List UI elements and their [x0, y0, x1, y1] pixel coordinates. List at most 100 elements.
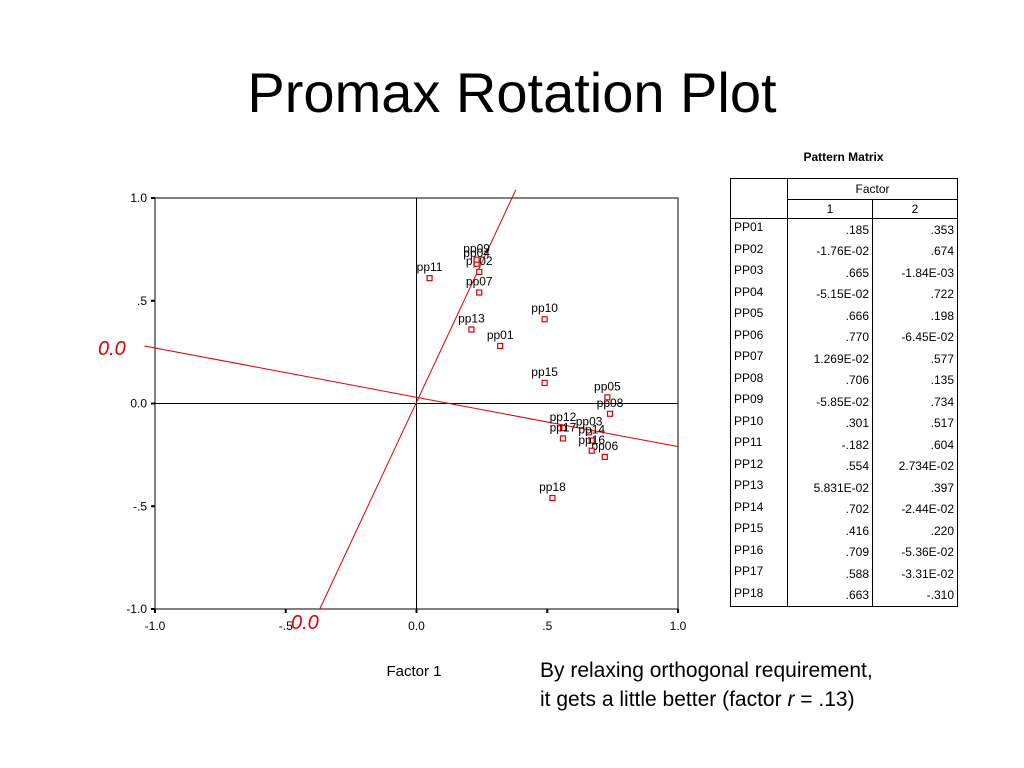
rotated-axis-label: 0.0 [98, 338, 126, 360]
factor-group-header: Factor [786, 178, 959, 200]
data-point-marker [588, 437, 595, 444]
factor2-loading: -3.31E-02 [872, 563, 959, 585]
factor1-loading: .770 [787, 326, 873, 348]
data-point-label: pp12 [550, 410, 577, 424]
slide-title: Promax Rotation Plot [247, 61, 777, 124]
data-point-label: pp01 [487, 328, 514, 342]
rotated-axis-line [319, 189, 517, 610]
table-row: PP04 -5.15E-02.722 [730, 283, 959, 305]
data-point-label: pp09 [463, 242, 490, 256]
row-label: PP01 [730, 218, 788, 241]
factor1-loading: -.182 [787, 434, 873, 456]
factor1-loading: -1.76E-02 [787, 240, 873, 262]
data-point-marker [426, 275, 433, 282]
factor1-loading: .709 [787, 541, 873, 563]
data-point-label: pp04 [463, 246, 490, 260]
factor1-loading: .663 [787, 584, 873, 607]
x-tick-label: 1.0 [670, 619, 687, 633]
y-tick-label: 0.0 [130, 397, 147, 411]
row-label: PP07 [730, 348, 788, 370]
data-point-label: pp06 [591, 439, 618, 453]
factor1-loading: .706 [787, 369, 873, 391]
data-point-label: pp16 [578, 433, 605, 447]
table-row: PP03.665 -1.84E-03 [730, 262, 959, 284]
factor1-loading: .301 [787, 412, 873, 434]
factor1-loading: 5.831E-02 [787, 477, 873, 499]
factor2-loading: -5.36E-02 [872, 541, 959, 563]
x-axis-label: Factor 1 [386, 663, 441, 680]
factor2-loading: .722 [872, 283, 959, 305]
slide-caption: By relaxing orthogonal requirement, it g… [540, 656, 873, 714]
caption-text: it gets a little better (factor [540, 688, 788, 711]
data-point-marker [541, 379, 548, 387]
factor1-loading: .666 [787, 305, 873, 327]
factor1-loading: .665 [787, 262, 873, 284]
data-point-label: pp13 [458, 312, 485, 326]
row-label: PP12 [730, 455, 788, 477]
column-header: 2 [871, 199, 959, 219]
data-point-label: pp10 [531, 301, 558, 315]
caption-text: = .13) [794, 688, 855, 711]
pattern-matrix-title: Pattern Matrix [803, 150, 884, 164]
factor1-loading: 1.269E-02 [787, 348, 873, 370]
table-row: PP14.702 -2.44E-02 [730, 498, 959, 520]
factor2-loading: .198 [872, 305, 959, 327]
row-label: PP09 [730, 391, 788, 413]
y-tick-label: -.5 [133, 499, 147, 513]
caption-line-1: By relaxing orthogonal requirement, [540, 659, 873, 682]
table-row: PP15.416.220 [730, 520, 959, 542]
row-label: PP14 [730, 498, 788, 520]
data-point-label: pp14 [578, 422, 605, 436]
table-row: PP11 -.182.604 [730, 434, 959, 456]
table-row: PP18.663 -.310 [730, 584, 959, 607]
factor1-loading: .588 [787, 563, 873, 585]
x-tick-label: -.5 [279, 619, 293, 633]
table-row: PP06.770 -6.45E-02 [730, 326, 959, 348]
row-label: PP02 [730, 240, 788, 262]
factor2-loading: -6.45E-02 [872, 326, 959, 348]
factor2-loading: -2.44E-02 [872, 498, 959, 520]
factor2-loading: .135 [872, 369, 959, 391]
table-row: PP09 -5.85E-02.734 [730, 391, 959, 413]
pattern-matrix-table: Factor 1 2 PP01.185.353 PP02 -1.76E-02.674… [730, 178, 959, 607]
factor2-loading: .604 [872, 434, 959, 456]
column-header: 1 [787, 199, 873, 219]
data-point-marker [588, 447, 595, 454]
row-label: PP17 [730, 563, 788, 585]
data-point-marker [541, 316, 548, 323]
data-point-marker [473, 256, 480, 263]
row-label: PP16 [730, 541, 788, 563]
table-row: PP12.554 2.734E-02 [730, 455, 959, 477]
factor1-loading: .185 [787, 218, 873, 241]
row-label: PP15 [730, 520, 788, 542]
table-row: PP05.666.198 [730, 305, 959, 327]
caption-italic-r: r [787, 688, 795, 711]
data-point-marker [559, 435, 567, 442]
factor1-loading: .554 [787, 455, 873, 477]
row-label: PP11 [730, 434, 788, 456]
data-point-marker [468, 326, 475, 333]
data-point-marker [601, 453, 608, 461]
data-point-marker [549, 494, 556, 502]
factor2-loading: .397 [872, 477, 959, 499]
data-point-label: pp05 [594, 379, 621, 393]
data-point-marker [476, 268, 483, 276]
data-point-marker [585, 429, 593, 436]
data-point-marker [476, 289, 483, 296]
factor2-loading: .577 [872, 348, 959, 370]
factor2-loading: .353 [872, 218, 959, 241]
data-point-label: pp08 [597, 396, 624, 410]
table-row: PP02 -1.76E-02.674 [730, 240, 959, 262]
y-tick-label: -1.0 [126, 602, 147, 616]
factor2-loading: -1.84E-03 [872, 262, 959, 284]
factor1-loading: -5.15E-02 [787, 283, 873, 305]
factor2-loading: 2.734E-02 [872, 455, 959, 477]
data-point-label: pp18 [539, 480, 566, 494]
table-row: PP17.588 -3.31E-02 [730, 563, 959, 585]
row-label: PP06 [730, 326, 788, 348]
data-point-label: pp15 [531, 365, 558, 379]
factor1-loading: .702 [787, 498, 873, 520]
row-label: PP13 [730, 477, 788, 499]
caption-line-2: it gets a little better (factor r = .13) [540, 685, 873, 714]
